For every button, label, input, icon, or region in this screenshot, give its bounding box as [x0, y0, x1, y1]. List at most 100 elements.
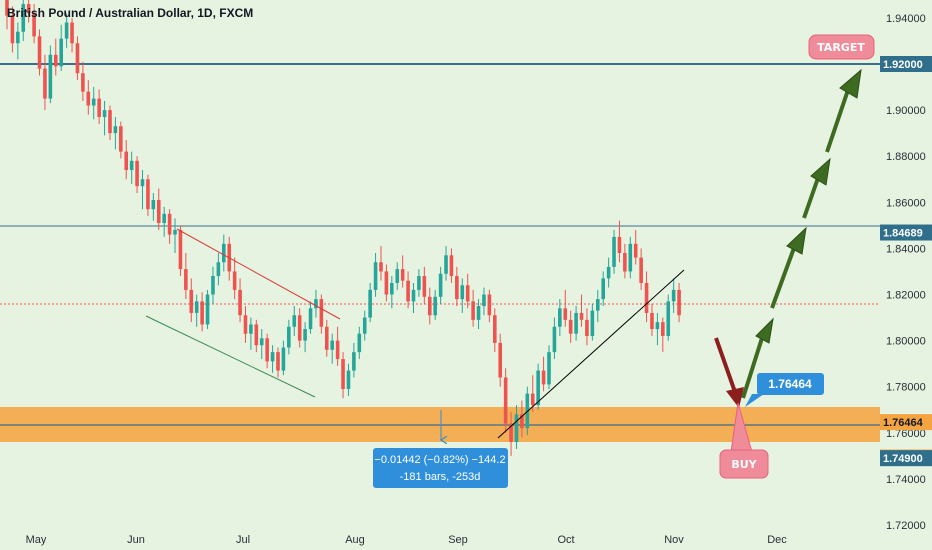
- y-tick-label: 1.90000: [886, 105, 926, 117]
- candle: [579, 294, 584, 327]
- candle: [650, 303, 654, 336]
- y-tick-label: 1.94000: [886, 13, 926, 25]
- x-tick-label: Oct: [557, 534, 574, 546]
- candle: [205, 289, 210, 330]
- candle: [21, 0, 26, 41]
- x-tick-label: Jul: [236, 534, 250, 546]
- candle: [75, 36, 80, 81]
- measure-box: [373, 448, 508, 488]
- candle: [135, 156, 139, 194]
- candle: [417, 269, 421, 297]
- candle: [623, 243, 627, 279]
- candle: [59, 24, 63, 71]
- candle: [563, 289, 568, 327]
- candle: [644, 271, 649, 323]
- x-tick-label: Nov: [664, 534, 684, 546]
- candle: [16, 22, 20, 60]
- x-tick-label: Sep: [448, 534, 468, 546]
- x-tick-label: Jun: [127, 534, 145, 546]
- x-tick-label: Dec: [767, 534, 787, 546]
- candle: [249, 317, 253, 350]
- candle: [189, 278, 194, 323]
- candle: [352, 342, 356, 378]
- candle: [633, 229, 638, 265]
- candle: [422, 266, 427, 304]
- candle: [406, 271, 410, 309]
- candle: [330, 333, 334, 364]
- candle: [558, 299, 562, 336]
- candle: [390, 276, 394, 309]
- y-tick-label: 1.88000: [886, 151, 926, 163]
- candle: [455, 266, 459, 307]
- candle: [254, 319, 259, 353]
- candle: [238, 278, 242, 323]
- candle: [108, 105, 112, 141]
- candle: [671, 278, 676, 313]
- candle: [314, 289, 318, 318]
- candle: [232, 257, 237, 300]
- candle: [119, 121, 123, 159]
- candle: [444, 246, 448, 281]
- candle: [319, 294, 324, 334]
- candle: [628, 236, 633, 279]
- candle: [341, 352, 345, 399]
- candle: [411, 282, 416, 313]
- entry-price-pointer: [745, 394, 764, 407]
- candle: [552, 317, 557, 360]
- candle: [514, 405, 519, 449]
- buy-label-box: [719, 449, 769, 479]
- candle: [173, 218, 177, 254]
- level-price-label: 1.92000: [880, 56, 932, 72]
- entry-price-box: [757, 373, 824, 395]
- candle: [493, 308, 497, 353]
- candle: [146, 174, 150, 217]
- candle: [547, 345, 551, 390]
- candle: [276, 347, 280, 378]
- candle: [86, 80, 91, 115]
- candle: [530, 375, 535, 413]
- target-label-box: [808, 34, 875, 60]
- y-tick-label: 1.72000: [886, 520, 926, 532]
- candle: [335, 326, 340, 366]
- candle: [43, 54, 47, 111]
- candle: [357, 326, 362, 360]
- time-axis[interactable]: May Jun Jul Aug Sep Oct Nov Dec: [26, 534, 788, 546]
- candle: [222, 234, 226, 272]
- candle: [287, 319, 291, 355]
- candle: [487, 289, 492, 323]
- candle: [612, 229, 616, 274]
- candle: [308, 301, 313, 334]
- candle: [97, 89, 101, 124]
- x-tick-label: Aug: [345, 534, 365, 546]
- svg-text:1.74900: 1.74900: [883, 453, 923, 465]
- candle: [26, 0, 31, 23]
- candle: [178, 225, 183, 277]
- candle: [211, 266, 215, 304]
- candle: [520, 400, 524, 438]
- candle: [574, 306, 578, 341]
- candle: [216, 253, 221, 286]
- candle: [465, 273, 470, 309]
- trendline-red: [176, 228, 341, 320]
- candle: [140, 170, 145, 210]
- chart-title: British Pound / Australian Dollar, 1D, F…: [7, 6, 253, 20]
- svg-text:1.76464: 1.76464: [883, 417, 924, 429]
- candle: [427, 287, 432, 325]
- candle: [156, 188, 161, 230]
- price-axis[interactable]: 1.94000 1.90000 1.88000 1.86000 1.84000 1.820…: [886, 13, 926, 532]
- y-tick-label: 1.84000: [886, 243, 926, 255]
- candle: [541, 356, 546, 392]
- candle: [5, 0, 9, 30]
- candle: [243, 306, 248, 343]
- candle: [503, 368, 508, 433]
- candle: [167, 209, 172, 244]
- candle: [265, 333, 269, 369]
- candle: [200, 292, 204, 332]
- entry-price-text: 1.76464: [768, 377, 812, 391]
- candle: [395, 262, 400, 290]
- candle: [590, 303, 595, 341]
- candle: [362, 310, 367, 341]
- y-tick-label: 1.82000: [886, 290, 926, 302]
- svg-text:1.84689: 1.84689: [883, 228, 923, 240]
